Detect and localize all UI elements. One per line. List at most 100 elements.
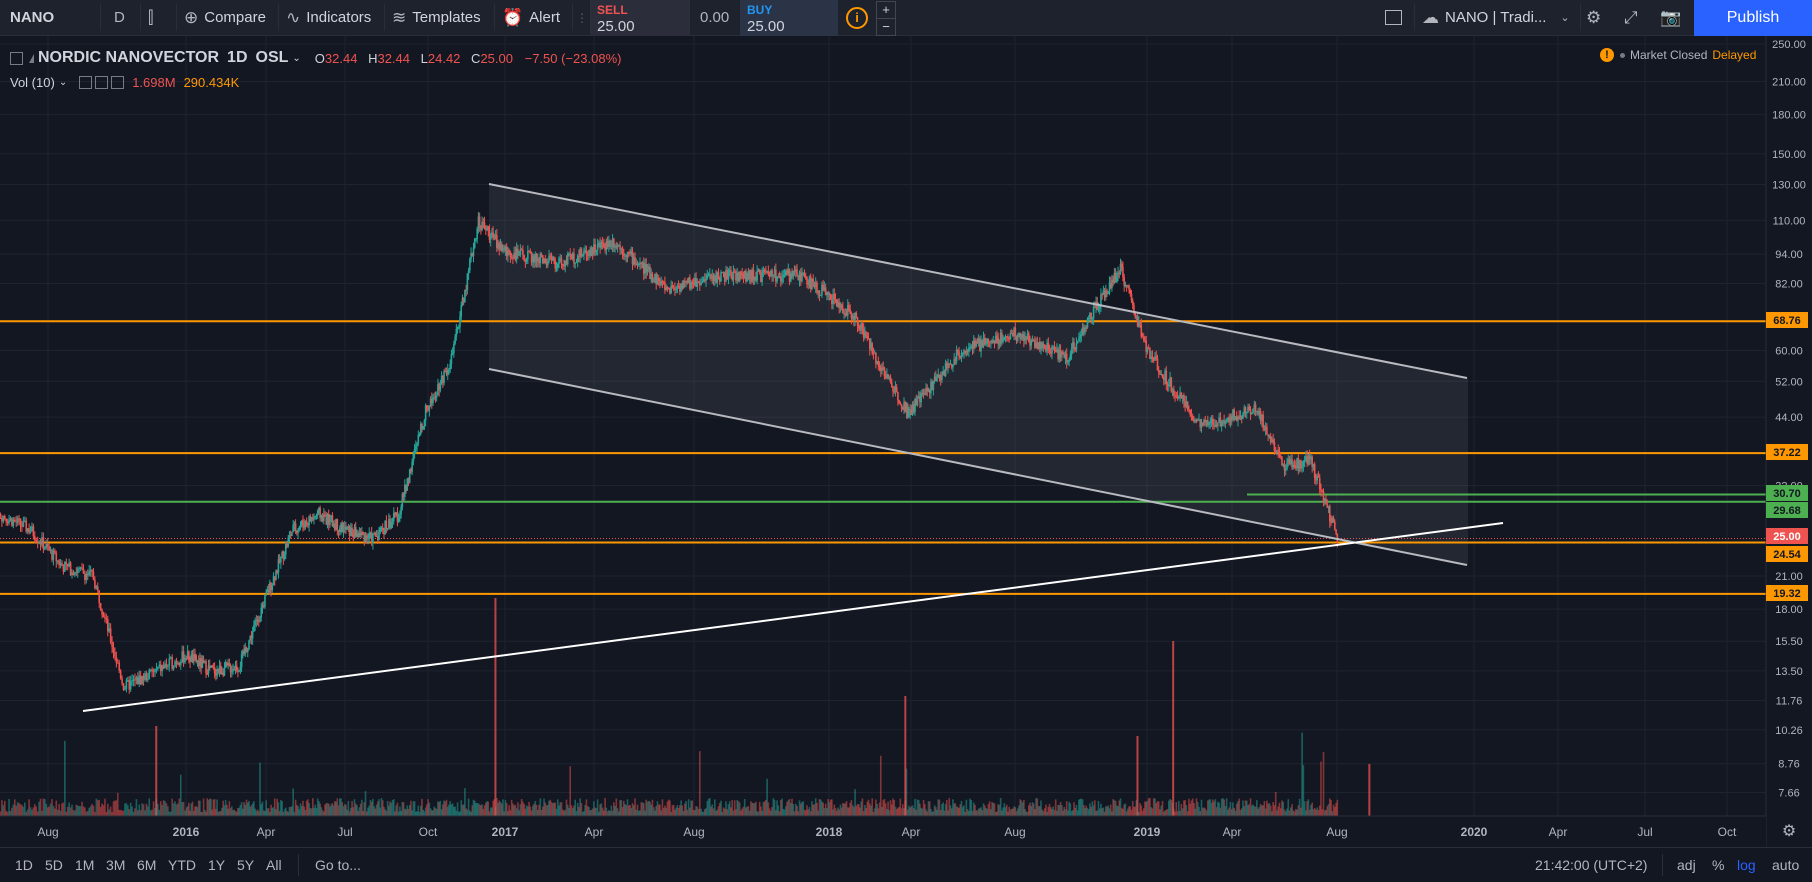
candle-body xyxy=(1009,333,1012,339)
candle-body xyxy=(1081,327,1084,335)
alert-button[interactable]: ⏰ Alert xyxy=(502,0,560,35)
volume-bar xyxy=(771,806,773,816)
price-tick-label: 110.00 xyxy=(1773,215,1806,227)
candle-body xyxy=(778,276,781,278)
auto-toggle[interactable]: auto xyxy=(1772,857,1800,873)
volume-bar xyxy=(573,805,575,816)
volume-bar xyxy=(1116,805,1118,816)
volume-bar xyxy=(1014,807,1017,816)
candle-body xyxy=(289,534,292,536)
indicator-controls[interactable] xyxy=(79,75,125,89)
volume-bar xyxy=(1208,799,1210,816)
volume-bar xyxy=(782,808,785,816)
go-to-date-button[interactable]: Go to... xyxy=(315,857,361,873)
volume-bar xyxy=(405,809,407,816)
fullscreen-button[interactable]: ⤢ xyxy=(1624,0,1644,35)
volume-indicator-label[interactable]: Vol (10) xyxy=(10,74,55,90)
volume-bar xyxy=(654,810,656,816)
candle-body xyxy=(288,534,291,538)
candle-body xyxy=(965,350,968,354)
settings-button[interactable]: ⚙ xyxy=(1586,0,1607,35)
volume-bar xyxy=(775,810,777,816)
volume-bar xyxy=(746,806,748,816)
candle-body xyxy=(114,652,116,657)
volume-bar xyxy=(1103,811,1106,816)
volume-bar xyxy=(144,810,146,816)
gear-icon[interactable] xyxy=(95,75,109,89)
visibility-icon[interactable] xyxy=(79,75,93,89)
candle-body xyxy=(122,683,125,690)
volume-bar xyxy=(1244,800,1247,816)
volume-bar xyxy=(792,804,795,816)
candle-body xyxy=(829,294,832,300)
compare-button[interactable]: ⊕ Compare xyxy=(184,0,266,35)
range-all-button[interactable]: All xyxy=(266,857,282,873)
percent-toggle[interactable]: % xyxy=(1712,857,1725,873)
candle-body xyxy=(649,266,651,279)
range-3m-button[interactable]: 3M xyxy=(106,857,126,873)
symbol-search[interactable]: NANO xyxy=(10,0,54,35)
fullscreen-layout-button[interactable] xyxy=(1385,0,1402,35)
candle-body xyxy=(666,287,669,289)
candle-body xyxy=(466,273,469,291)
publish-button[interactable]: Publish xyxy=(1694,0,1812,36)
symbol-title[interactable]: NORDIC NANOVECTOR xyxy=(38,49,220,66)
interval-button[interactable]: D xyxy=(114,0,125,35)
volume-bar xyxy=(707,798,710,816)
range-5d-button[interactable]: 5D xyxy=(45,857,63,873)
time-tick-label: 2019 xyxy=(1134,825,1161,839)
volume-bar xyxy=(1237,801,1239,816)
info-icon[interactable]: i xyxy=(846,0,868,35)
price-chart[interactable]: 250.00210.00180.00150.00130.00110.0094.0… xyxy=(0,36,1812,847)
indicators-button[interactable]: ∿ Indicators xyxy=(286,0,371,35)
range-5y-button[interactable]: 5Y xyxy=(237,857,255,873)
volume-bar xyxy=(134,808,136,816)
quantity-decrease-button[interactable]: − xyxy=(876,18,896,36)
sell-button[interactable]: SELL 25.00 xyxy=(590,0,690,36)
candle-body xyxy=(455,328,458,337)
range-1d-button[interactable]: 1D xyxy=(15,857,33,873)
volume-bar xyxy=(1274,791,1277,816)
volume-bar xyxy=(509,810,512,816)
candle-body xyxy=(500,243,503,251)
candle-body xyxy=(1089,312,1091,319)
clock-timezone[interactable]: 21:42:00 (UTC+2) xyxy=(1535,857,1648,873)
drag-handle-icon[interactable]: ⋮ xyxy=(576,10,588,25)
candle-body xyxy=(732,271,735,280)
templates-button[interactable]: ≋ Templates xyxy=(392,0,481,35)
snapshot-button[interactable]: 📷 xyxy=(1660,0,1687,35)
chevron-down-icon[interactable]: ⌄ xyxy=(292,52,301,64)
range-1y-button[interactable]: 1Y xyxy=(208,857,226,873)
candle-body xyxy=(505,246,508,256)
volume-bar xyxy=(1133,806,1135,816)
quantity-increase-button[interactable]: + xyxy=(876,1,896,19)
range-ytd-button[interactable]: YTD xyxy=(168,857,196,873)
volume-bar xyxy=(404,808,406,816)
volume-bar xyxy=(1308,809,1311,816)
volume-bar xyxy=(1045,804,1047,816)
chart-type-button[interactable]: ⫿ xyxy=(148,0,159,35)
collapse-icon[interactable] xyxy=(10,51,23,65)
volume-bar xyxy=(1089,803,1091,816)
market-status[interactable]: ! Market Closed Delayed xyxy=(1600,48,1756,62)
chevron-down-icon[interactable]: ⌄ xyxy=(58,76,68,88)
buy-button[interactable]: BUY 25.00 xyxy=(740,0,838,36)
volume-bar xyxy=(427,799,429,816)
adjust-toggle[interactable]: adj xyxy=(1677,857,1696,873)
indicators-icon: ∿ xyxy=(286,7,301,28)
volume-bar xyxy=(856,804,859,816)
log-toggle[interactable]: log xyxy=(1737,857,1756,873)
candle-body xyxy=(827,292,829,296)
candle-body xyxy=(378,532,380,540)
range-1m-button[interactable]: 1M xyxy=(75,857,95,873)
volume-bar xyxy=(894,806,897,816)
candle-body xyxy=(1111,279,1113,289)
volume-bar xyxy=(1123,804,1125,816)
close-icon[interactable] xyxy=(111,75,125,89)
candle-body xyxy=(936,377,938,382)
axis-settings-icon[interactable]: ⚙ xyxy=(1782,823,1796,840)
layout-name-button[interactable]: ☁ NANO | Tradi... ⌄ xyxy=(1422,0,1576,35)
volume-bar xyxy=(282,811,285,816)
volume-bar xyxy=(1321,809,1324,816)
range-6m-button[interactable]: 6M xyxy=(137,857,157,873)
